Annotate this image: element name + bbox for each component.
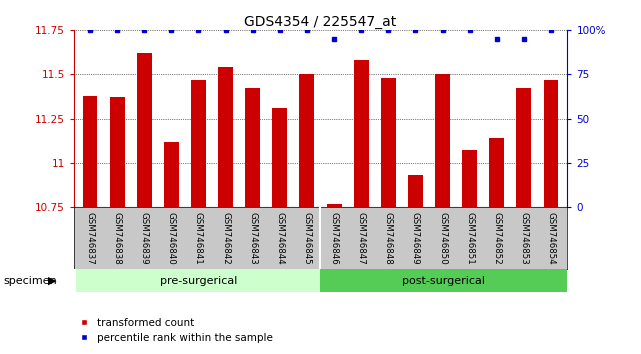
Bar [320,269,567,292]
Text: GSM746849: GSM746849 [411,212,420,265]
Text: GSM746850: GSM746850 [438,212,447,265]
Legend: transformed count, percentile rank within the sample: transformed count, percentile rank withi… [69,314,278,347]
Title: GDS4354 / 225547_at: GDS4354 / 225547_at [244,15,397,29]
Text: GSM746837: GSM746837 [85,212,94,265]
Bar [191,80,206,207]
Text: GSM746853: GSM746853 [519,212,528,265]
Text: pre-surgerical: pre-surgerical [160,275,237,286]
Bar [517,88,531,207]
Text: GSM746844: GSM746844 [276,212,285,265]
Text: post-surgerical: post-surgerical [403,275,485,286]
Text: GSM746843: GSM746843 [248,212,257,265]
Bar [327,204,342,207]
Bar [164,142,179,207]
Text: GSM746852: GSM746852 [492,212,501,265]
Text: GSM746845: GSM746845 [303,212,312,265]
Bar [137,53,152,207]
Text: GSM746848: GSM746848 [384,212,393,265]
Text: GSM746838: GSM746838 [113,212,122,265]
Bar [246,88,260,207]
Text: GSM746847: GSM746847 [356,212,365,265]
Bar [408,175,423,207]
Bar [462,150,477,207]
Text: GSM746842: GSM746842 [221,212,230,265]
Text: GSM746854: GSM746854 [547,212,556,265]
Text: GSM746841: GSM746841 [194,212,203,265]
Bar [83,96,97,207]
Text: GSM746839: GSM746839 [140,212,149,265]
Bar [354,60,369,207]
Bar [110,97,124,207]
Text: specimen: specimen [3,275,57,286]
Text: ▶: ▶ [48,275,56,286]
Bar [381,78,395,207]
Bar [218,67,233,207]
Bar [76,269,320,292]
Bar [272,108,287,207]
Bar [435,74,450,207]
Text: GSM746851: GSM746851 [465,212,474,265]
Bar [299,74,314,207]
Bar [544,80,558,207]
Text: GSM746846: GSM746846 [329,212,338,265]
Text: GSM746840: GSM746840 [167,212,176,265]
Bar [489,138,504,207]
